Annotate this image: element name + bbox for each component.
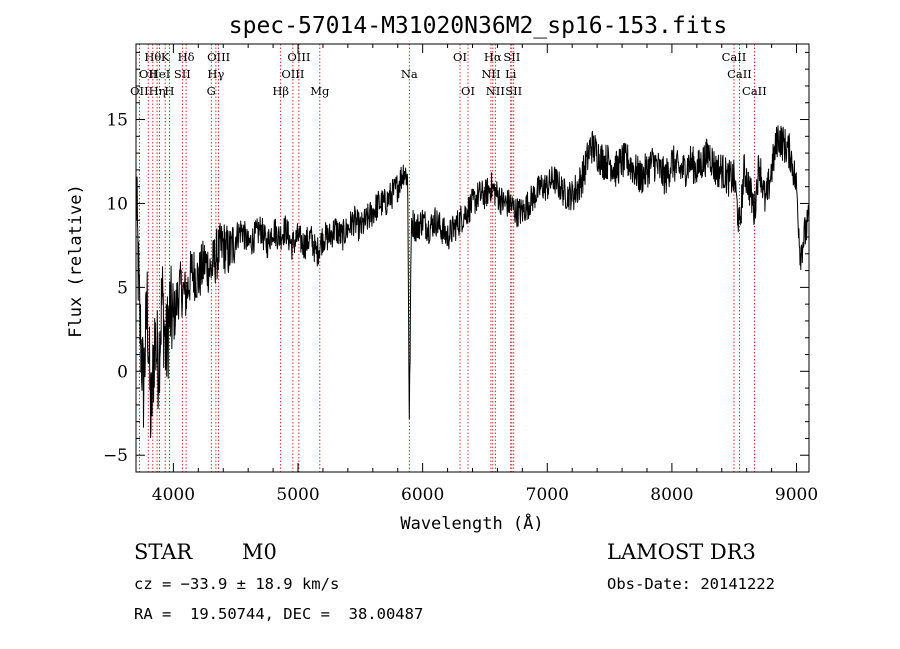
- x-tick-label-3: 7000: [526, 485, 569, 505]
- y-tick-label-1: 0: [117, 362, 128, 382]
- observation-date: Obs-Date: 20141222: [607, 575, 775, 593]
- reference-line-label-17: OI: [453, 50, 467, 64]
- reference-line-label-26: CaII: [727, 67, 752, 81]
- x-axis-label: Wavelength (Å): [400, 512, 543, 534]
- plot-frame: [135, 43, 810, 473]
- reference-line-label-18: OI: [461, 84, 475, 98]
- sky-coordinates: RA = 19.50744, DEC = 38.00487: [134, 605, 424, 623]
- y-axis-ticks: −5 0 5 10 15: [103, 51, 809, 473]
- reference-line-label-21: NII: [486, 84, 505, 98]
- x-axis-ticks: 4000 5000 6000 7000 8000 9000: [152, 44, 818, 505]
- reference-line-label-20: Hα: [484, 50, 502, 64]
- reference-line-label-13: OIII: [281, 67, 304, 81]
- y-tick-label-3: 10: [106, 194, 128, 214]
- reference-line-label-11: OIII: [207, 50, 230, 64]
- reference-line-label-27: CaII: [742, 84, 767, 98]
- reference-line-label-1: OII: [139, 67, 158, 81]
- reference-line-label-4: HeI: [149, 67, 170, 81]
- reference-line-label-6: H: [164, 84, 174, 98]
- reference-line-label-12: Hβ: [272, 84, 289, 98]
- reference-line-labels: OIIOIIHθHηHeIKHSIIHδGHγOIIIHβOIIIOIIIMgN…: [130, 50, 767, 98]
- x-tick-label-1: 5000: [276, 485, 319, 505]
- x-tick-label-2: 6000: [401, 485, 444, 505]
- x-tick-label-4: 8000: [650, 485, 693, 505]
- reference-line-label-3: Hη: [149, 84, 166, 98]
- reference-line-label-25: CaII: [722, 50, 747, 64]
- spectrum-series: [135, 125, 810, 439]
- reference-line-label-16: Na: [401, 67, 418, 81]
- object-subclass: M0: [242, 540, 277, 564]
- reference-line-label-5: K: [161, 50, 170, 64]
- reference-line-label-19: NII: [481, 67, 500, 81]
- reference-line-label-8: Hδ: [178, 50, 195, 64]
- y-tick-label-0: −5: [103, 446, 128, 466]
- reference-line-label-15: Mg: [310, 84, 330, 98]
- redshift-velocity: cz = −33.9 ± 18.9 km/s: [134, 575, 340, 593]
- object-class: STAR: [134, 540, 193, 564]
- reference-line-label-14: OIII: [287, 50, 310, 64]
- reference-line-label-7: SII: [174, 67, 191, 81]
- reference-line-label-23: SII: [503, 50, 520, 64]
- survey-name: LAMOST DR3: [607, 540, 756, 564]
- reference-line-label-9: G: [207, 84, 216, 98]
- chart-title: spec-57014-M31020N36M2_sp16-153.fits: [229, 13, 728, 39]
- y-tick-label-2: 5: [117, 278, 128, 298]
- reference-line-label-0: OII: [130, 84, 149, 98]
- y-axis-label: Flux (relative): [66, 184, 86, 338]
- spectrum-line: [135, 125, 810, 439]
- reference-line-label-24: SII: [505, 84, 522, 98]
- reference-line-label-22: Li: [505, 67, 517, 81]
- reference-line-label-2: Hθ: [144, 50, 161, 64]
- reference-line-label-10: Hγ: [207, 67, 224, 81]
- x-tick-label-5: 9000: [775, 485, 818, 505]
- x-tick-label-0: 4000: [152, 485, 195, 505]
- y-tick-label-4: 15: [106, 111, 128, 131]
